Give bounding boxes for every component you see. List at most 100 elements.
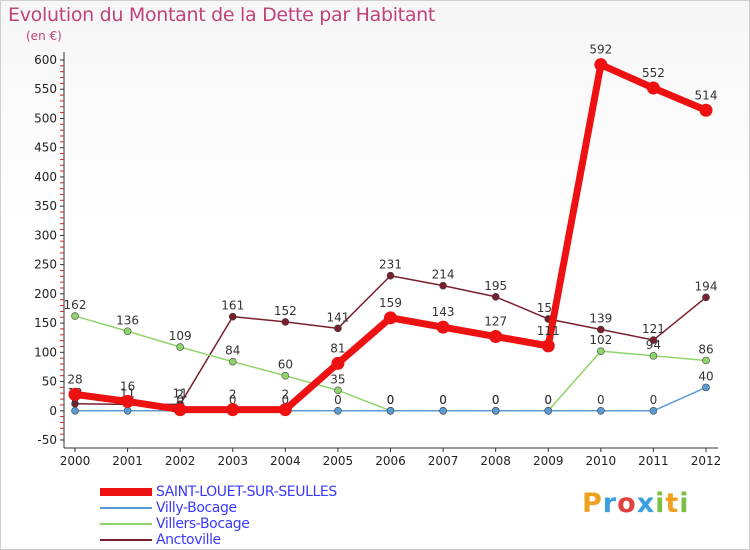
data-label: 60	[278, 358, 293, 372]
data-label: 0	[387, 393, 395, 407]
x-tick-label: 2009	[533, 454, 564, 468]
data-point	[123, 406, 132, 415]
y-tick-label: 400	[34, 170, 57, 184]
data-point	[649, 406, 658, 415]
legend-label: Anctoville	[156, 532, 221, 548]
y-tick-label: 50	[42, 375, 57, 389]
data-label: 0	[544, 393, 552, 407]
data-point	[331, 356, 345, 370]
data-point	[121, 394, 135, 408]
data-point	[699, 103, 713, 117]
data-label: 0	[439, 393, 447, 407]
data-point	[649, 352, 658, 360]
data-point	[597, 406, 605, 415]
data-point	[334, 324, 342, 333]
data-label: 514	[695, 88, 718, 102]
data-point	[541, 339, 555, 353]
data-label: 2	[229, 388, 237, 402]
data-label: 16	[120, 379, 135, 393]
x-tick-label: 2004	[270, 454, 301, 468]
data-point	[436, 320, 450, 334]
x-tick-label: 2002	[165, 454, 196, 468]
data-label: 127	[484, 315, 507, 329]
data-point	[68, 387, 82, 401]
legend-label: Villy-Bocage	[156, 500, 237, 516]
data-point	[176, 343, 184, 351]
data-label: 94	[646, 338, 661, 352]
data-point	[334, 406, 342, 415]
data-point	[123, 327, 132, 336]
x-tick-label: 2010	[586, 454, 617, 468]
proxiti-logo: Proxiti	[582, 488, 690, 519]
data-label: 0	[597, 393, 605, 407]
legend-swatch	[100, 539, 152, 541]
data-label: 136	[116, 313, 139, 327]
x-tick-label: 2000	[60, 454, 91, 468]
data-label: 0	[544, 393, 552, 407]
data-point	[228, 312, 237, 321]
data-label: 0	[176, 393, 184, 407]
legend-swatch	[100, 523, 152, 525]
data-point	[489, 330, 503, 344]
data-label: 11	[173, 386, 188, 400]
data-label: 40	[698, 369, 713, 383]
data-point	[702, 356, 710, 365]
y-tick-label: -50	[37, 433, 57, 447]
data-point	[702, 383, 710, 392]
data-point	[439, 281, 447, 290]
data-point	[281, 371, 290, 380]
data-point	[544, 406, 553, 415]
logo-letter: x	[636, 488, 656, 519]
data-point	[702, 293, 710, 302]
data-point	[334, 386, 342, 395]
data-point	[173, 403, 187, 417]
x-tick-label: 2003	[217, 454, 248, 468]
data-point	[226, 403, 240, 417]
data-label: 0	[439, 393, 447, 407]
chart-title: Evolution du Montant de la Dette par Hab…	[8, 4, 436, 26]
data-label: 121	[642, 322, 665, 336]
data-label: 0	[229, 393, 237, 407]
data-point	[594, 58, 608, 72]
data-label: 231	[379, 258, 402, 272]
logo-letter: i	[679, 488, 690, 519]
logo-letter: r	[602, 488, 618, 519]
data-point	[646, 81, 660, 95]
data-label: 111	[537, 324, 560, 338]
series-line	[74, 61, 708, 414]
data-label: 28	[67, 372, 82, 386]
y-tick-label: 150	[34, 316, 57, 330]
data-point	[649, 336, 658, 344]
data-point	[597, 325, 605, 334]
data-point	[597, 347, 605, 355]
data-label: 195	[484, 279, 507, 293]
y-tick-label: 100	[34, 345, 57, 359]
data-point	[278, 403, 292, 417]
data-label: 152	[274, 304, 297, 318]
data-label: 141	[326, 310, 349, 324]
data-label: 0	[387, 393, 395, 407]
x-tick-label: 2007	[428, 454, 459, 468]
data-label: 109	[169, 329, 192, 343]
data-label: 2	[176, 388, 184, 402]
logo-letter: o	[617, 488, 637, 519]
chart-subtitle: (en €)	[26, 29, 62, 43]
data-point	[386, 271, 395, 280]
y-tick-label: 250	[34, 258, 57, 272]
data-label: 86	[698, 342, 713, 356]
data-label: 2	[282, 388, 290, 402]
data-label: 84	[225, 344, 240, 358]
x-tick-label: 2001	[112, 454, 143, 468]
data-point	[491, 406, 500, 415]
data-label: 194	[695, 279, 718, 293]
data-label: 0	[282, 393, 290, 407]
data-point	[71, 312, 79, 320]
y-tick-label: 450	[34, 141, 57, 155]
data-label: 214	[432, 268, 455, 282]
x-tick-label: 2005	[323, 454, 354, 468]
data-label: 161	[221, 299, 244, 313]
data-point	[281, 318, 290, 326]
